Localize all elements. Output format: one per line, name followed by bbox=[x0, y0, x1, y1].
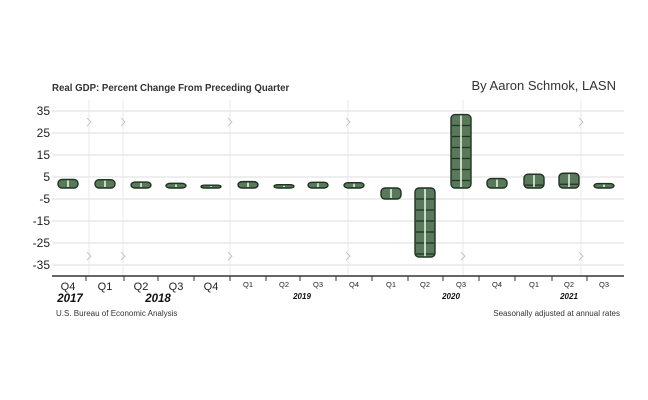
year-label: 2020 bbox=[441, 292, 460, 301]
bar-3 bbox=[165, 182, 187, 189]
break-mark bbox=[460, 251, 466, 261]
y-tick-label: 5 bbox=[43, 170, 50, 184]
x-tick-label: Q1 bbox=[243, 280, 253, 289]
x-tick-label: Q1 bbox=[98, 281, 113, 293]
break-mark bbox=[120, 117, 126, 127]
x-tick-label: Q4 bbox=[349, 280, 359, 289]
break-mark bbox=[578, 251, 584, 261]
bar-1 bbox=[94, 178, 116, 189]
x-tick-label: Q3 bbox=[599, 280, 609, 289]
x-tick-label: Q3 bbox=[169, 281, 184, 293]
year-label: 2019 bbox=[292, 292, 311, 301]
x-tick-label: Q2 bbox=[564, 280, 574, 289]
bar-10 bbox=[414, 187, 436, 258]
year-label: 2021 bbox=[559, 292, 578, 301]
x-tick-label: Q1 bbox=[529, 280, 539, 289]
y-tick-label: -15 bbox=[33, 214, 51, 228]
x-tick-label: Q4 bbox=[204, 281, 219, 293]
break-mark bbox=[227, 117, 233, 127]
x-tick-label: Q4 bbox=[61, 281, 76, 293]
break-mark bbox=[345, 117, 351, 127]
bar-14 bbox=[558, 172, 580, 189]
y-tick-label: -5 bbox=[39, 192, 50, 206]
y-tick-label: -25 bbox=[33, 236, 51, 250]
bar-2 bbox=[130, 181, 152, 189]
x-tick-label: Q3 bbox=[456, 280, 466, 289]
break-mark bbox=[120, 251, 126, 261]
year-label: 2017 bbox=[56, 293, 83, 305]
x-tick-label: Q3 bbox=[313, 280, 323, 289]
bar-7 bbox=[307, 181, 329, 189]
x-tick-label: Q4 bbox=[492, 280, 502, 289]
x-tick-label: Q1 bbox=[386, 280, 396, 289]
source-note: U.S. Bureau of Economic Analysis bbox=[56, 309, 178, 318]
chart-byline: By Aaron Schmok, LASN bbox=[471, 78, 616, 93]
break-mark bbox=[86, 251, 92, 261]
bar-11 bbox=[450, 113, 472, 189]
break-mark bbox=[86, 117, 92, 127]
chart-title: Real GDP: Percent Change From Preceding … bbox=[52, 82, 290, 94]
bar-4 bbox=[200, 184, 222, 189]
x-tick-label: Q2 bbox=[134, 281, 149, 293]
break-mark bbox=[578, 117, 584, 127]
x-tick-label: Q2 bbox=[279, 280, 289, 289]
bar-6 bbox=[273, 183, 295, 189]
bar-0 bbox=[57, 178, 79, 189]
bar-9 bbox=[380, 187, 402, 200]
year-label: 2018 bbox=[144, 293, 171, 305]
seasonal-note: Seasonally adjusted at annual rates bbox=[493, 309, 620, 318]
y-tick-label: 15 bbox=[37, 148, 51, 162]
break-mark bbox=[227, 251, 233, 261]
y-tick-label: 25 bbox=[37, 126, 51, 140]
bar-15 bbox=[593, 182, 615, 189]
bar-5 bbox=[237, 180, 259, 189]
bar-8 bbox=[343, 182, 365, 189]
y-tick-label: -35 bbox=[33, 258, 51, 272]
y-tick-label: 35 bbox=[37, 104, 51, 118]
bar-13 bbox=[523, 173, 545, 189]
break-mark bbox=[345, 251, 351, 261]
bar-12 bbox=[486, 177, 508, 189]
x-tick-label: Q2 bbox=[420, 280, 430, 289]
